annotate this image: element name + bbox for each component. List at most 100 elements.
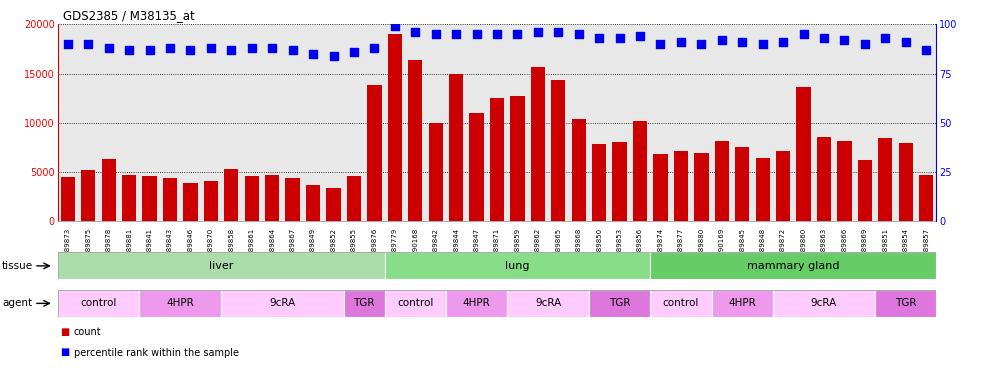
Text: control: control xyxy=(663,298,699,308)
Bar xyxy=(551,81,566,221)
Bar xyxy=(388,34,402,221)
Bar xyxy=(385,290,446,317)
Point xyxy=(264,45,280,51)
Bar xyxy=(510,96,525,221)
Point xyxy=(162,45,178,51)
Bar xyxy=(61,177,75,221)
Point xyxy=(284,47,300,53)
Bar xyxy=(225,169,239,221)
Bar xyxy=(650,290,712,317)
Point xyxy=(510,31,526,37)
Bar xyxy=(58,252,385,279)
Point xyxy=(918,47,934,53)
Point xyxy=(142,47,158,53)
Bar xyxy=(122,175,136,221)
Point xyxy=(367,45,383,51)
Text: lung: lung xyxy=(505,261,530,271)
Point xyxy=(427,31,443,37)
Bar xyxy=(428,123,443,221)
Bar xyxy=(449,74,463,221)
Bar xyxy=(773,290,875,317)
Bar xyxy=(531,67,545,221)
Bar xyxy=(612,141,627,221)
Bar xyxy=(633,121,647,221)
Point xyxy=(795,31,811,37)
Bar xyxy=(58,290,139,317)
Text: ■: ■ xyxy=(60,327,69,337)
Bar xyxy=(82,170,95,221)
Bar xyxy=(858,160,872,221)
Point xyxy=(224,47,240,53)
Point xyxy=(735,39,750,45)
Text: 9cRA: 9cRA xyxy=(269,298,295,308)
Point xyxy=(857,41,873,47)
Text: liver: liver xyxy=(209,261,234,271)
Bar xyxy=(326,188,341,221)
Bar xyxy=(139,290,221,317)
Point xyxy=(591,35,607,41)
Point xyxy=(571,31,586,37)
Text: agent: agent xyxy=(2,298,32,308)
Point xyxy=(878,35,894,41)
Bar xyxy=(650,252,936,279)
Text: TGR: TGR xyxy=(354,298,375,308)
Point xyxy=(183,47,199,53)
Bar xyxy=(899,144,912,221)
Bar xyxy=(875,290,936,317)
Point xyxy=(816,35,832,41)
Bar xyxy=(163,178,177,221)
Point xyxy=(898,39,913,45)
Bar xyxy=(306,185,320,221)
Bar xyxy=(221,290,344,317)
Text: count: count xyxy=(74,327,101,337)
Point xyxy=(100,45,116,51)
Bar xyxy=(285,178,300,221)
Point xyxy=(632,33,648,39)
Bar xyxy=(344,290,385,317)
Text: control: control xyxy=(81,298,116,308)
Bar xyxy=(385,252,650,279)
Point xyxy=(551,29,567,35)
Point xyxy=(408,29,423,35)
Point xyxy=(694,41,710,47)
Text: 4HPR: 4HPR xyxy=(166,298,194,308)
Bar xyxy=(409,60,422,221)
Point xyxy=(775,39,791,45)
Point xyxy=(244,45,259,51)
Text: 9cRA: 9cRA xyxy=(811,298,837,308)
Point xyxy=(673,39,689,45)
Point xyxy=(530,29,546,35)
Point xyxy=(714,37,730,43)
Text: 9cRA: 9cRA xyxy=(535,298,562,308)
Text: TGR: TGR xyxy=(609,298,630,308)
Point xyxy=(836,37,852,43)
Bar xyxy=(142,176,157,221)
Text: control: control xyxy=(397,298,433,308)
Point xyxy=(121,47,137,53)
Bar xyxy=(446,290,507,317)
Bar xyxy=(878,138,893,221)
Bar xyxy=(183,183,198,221)
Bar xyxy=(265,175,279,221)
Text: ■: ■ xyxy=(60,348,69,357)
Point xyxy=(448,31,464,37)
Bar xyxy=(653,154,668,221)
Bar xyxy=(507,290,589,317)
Bar xyxy=(715,141,729,221)
Bar xyxy=(592,144,606,221)
Point xyxy=(611,35,627,41)
Text: GDS2385 / M38135_at: GDS2385 / M38135_at xyxy=(63,9,195,22)
Point xyxy=(326,53,342,59)
Bar xyxy=(674,152,688,221)
Bar xyxy=(776,152,790,221)
Bar xyxy=(817,136,831,221)
Text: tissue: tissue xyxy=(2,261,33,271)
Bar xyxy=(712,290,773,317)
Point xyxy=(754,41,770,47)
Point xyxy=(468,31,484,37)
Text: TGR: TGR xyxy=(895,298,916,308)
Bar xyxy=(736,147,749,221)
Bar xyxy=(490,98,504,221)
Point xyxy=(346,49,362,55)
Point xyxy=(387,23,403,29)
